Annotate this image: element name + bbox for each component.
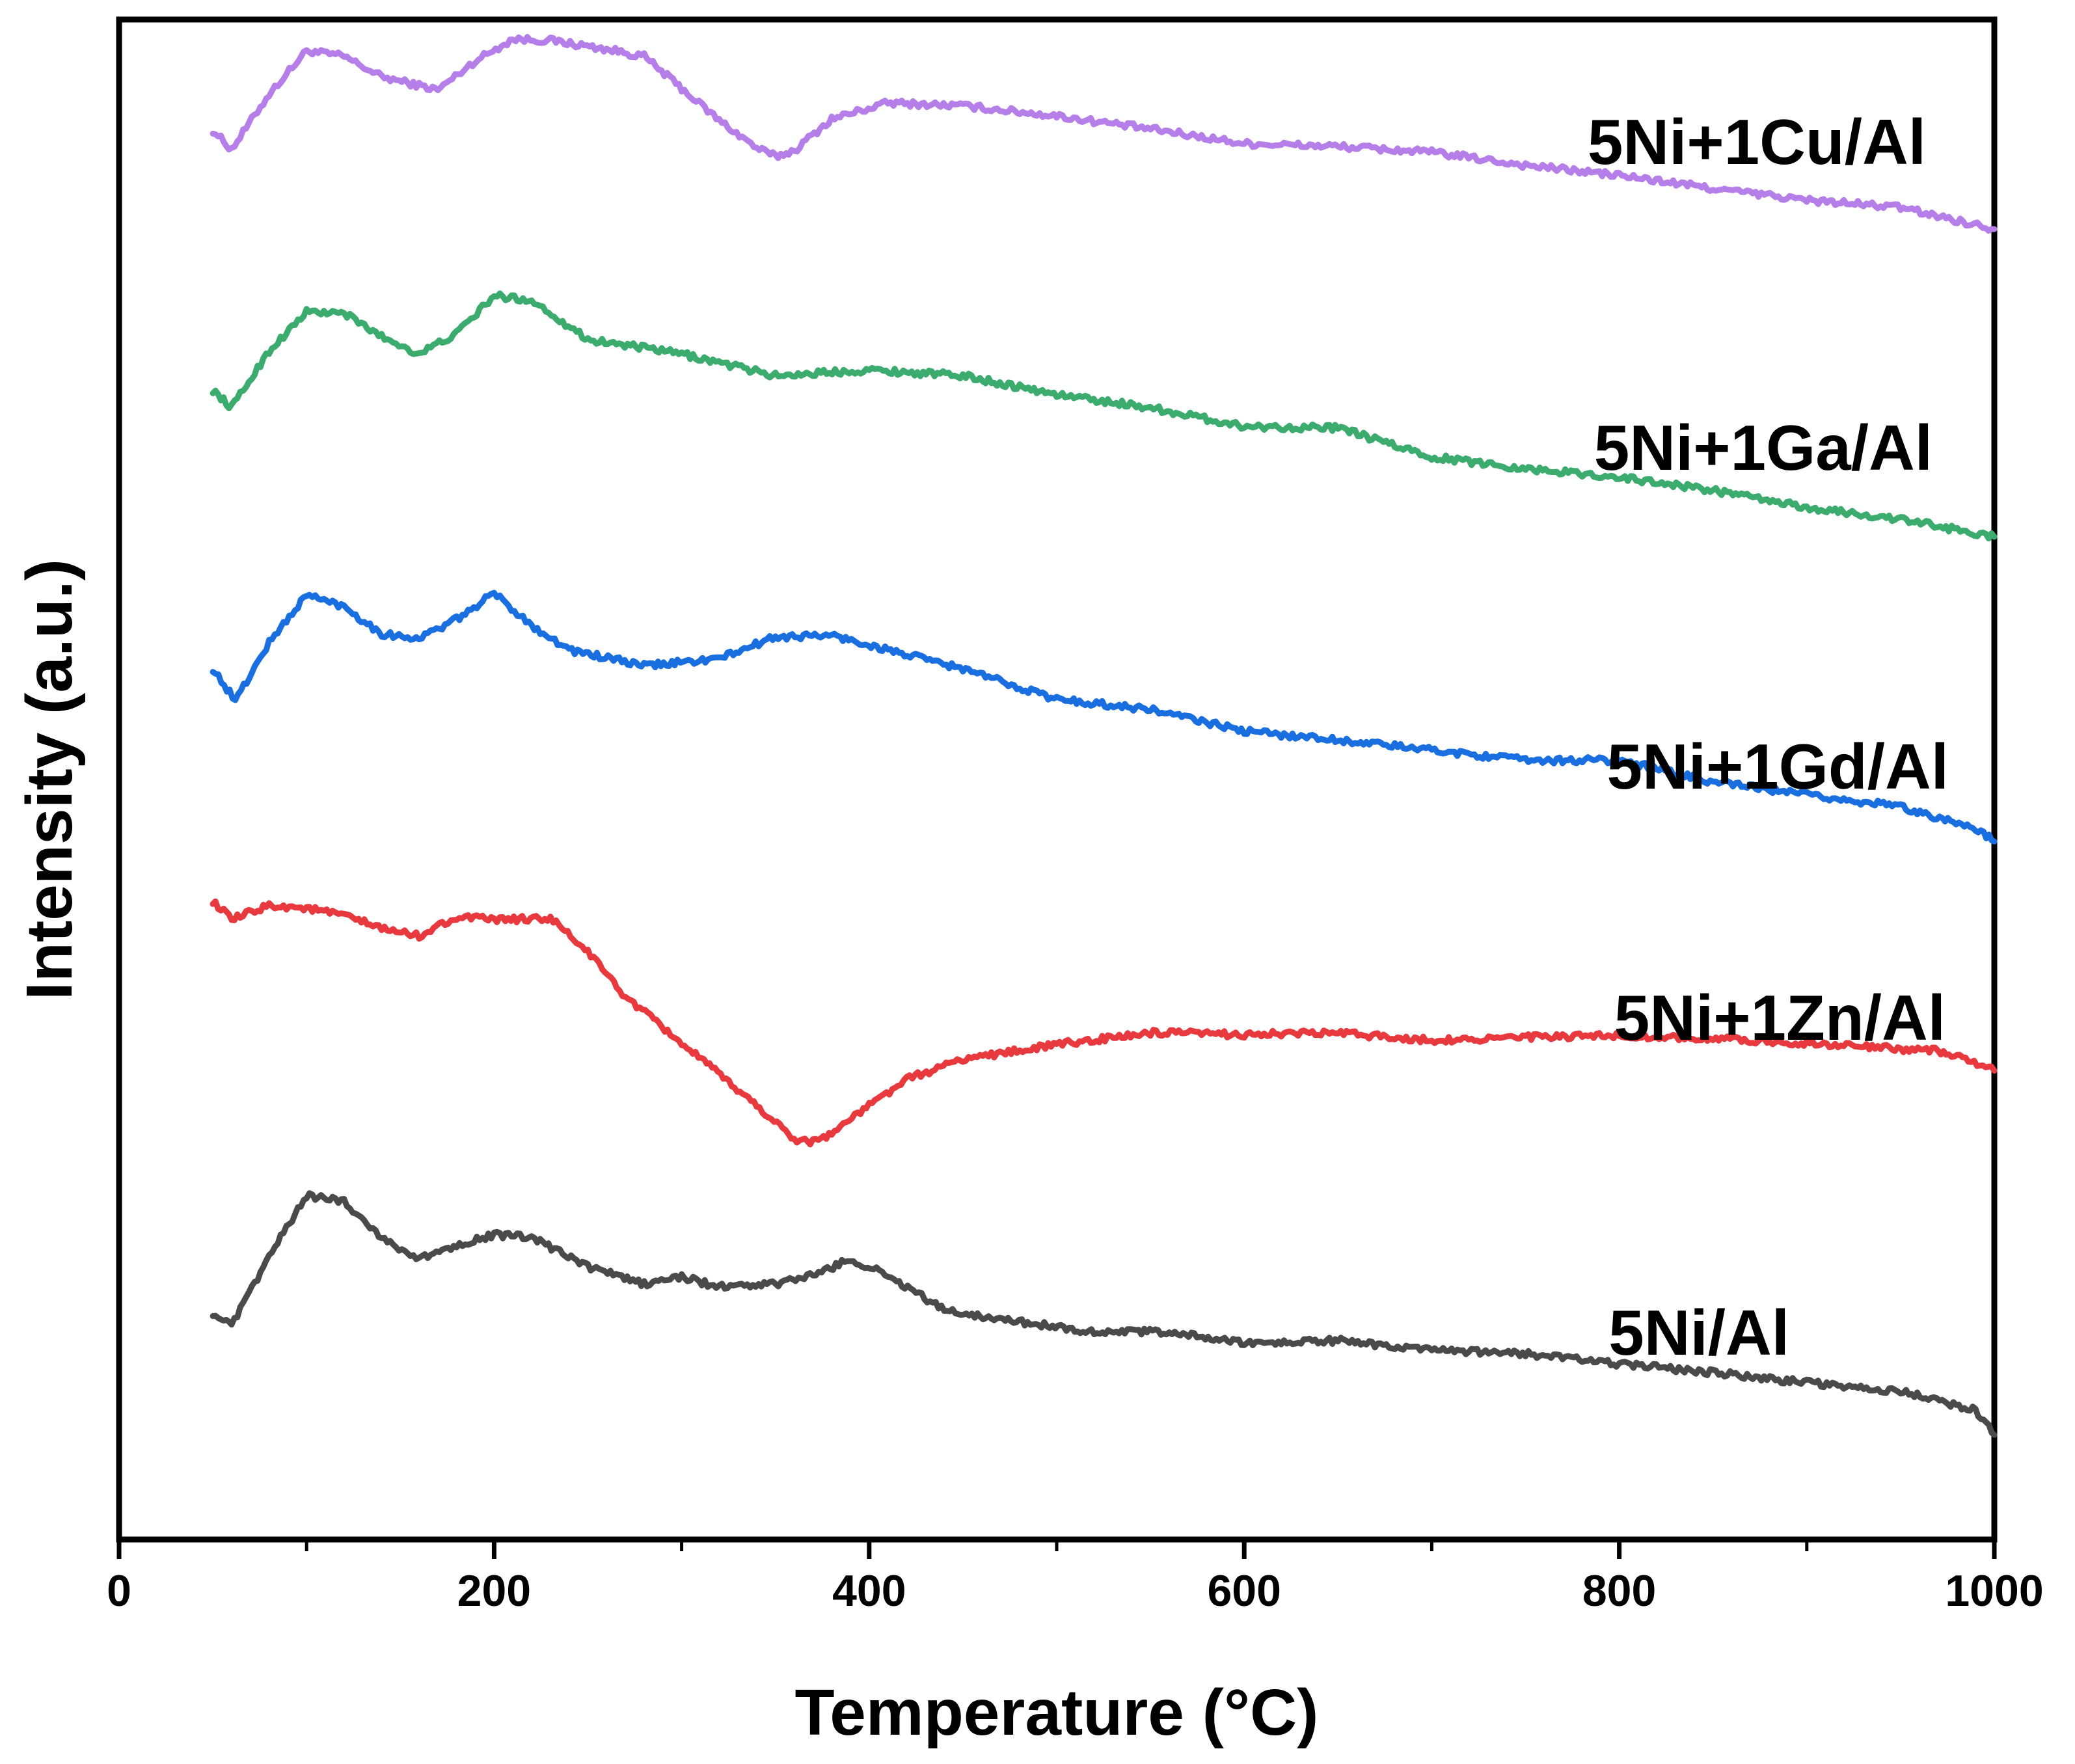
series-label: 5Ni+1Gd/Al [1607, 731, 1949, 802]
x-axis-ticks [116, 1540, 1997, 1559]
series-label: 5Ni+1Zn/Al [1614, 982, 1946, 1053]
series-line [210, 290, 1998, 542]
x-tick-label: 600 [1207, 1566, 1281, 1616]
series-label: 5Ni/Al [1608, 1297, 1789, 1368]
x-tick-label: 0 [107, 1566, 131, 1616]
x-axis-tick-labels: 0 200 400 600 800 1000 [107, 1566, 2044, 1616]
series-label: 5Ni+1Cu/Al [1588, 106, 1926, 178]
series-label: 5Ni+1Ga/Al [1594, 412, 1933, 483]
series-lines [210, 34, 1998, 1438]
series-line [210, 898, 1998, 1148]
x-tick-label: 800 [1582, 1566, 1656, 1616]
x-tick-label: 400 [832, 1566, 906, 1616]
series-labels: 5Ni+1Cu/Al 5Ni+1Ga/Al 5Ni+1Gd/Al 5Ni+1Zn/Al… [1588, 106, 1949, 1368]
series-line [210, 590, 1998, 845]
series-line [210, 1190, 1998, 1438]
x-axis-title: Temperature (°C) [795, 1676, 1319, 1749]
y-axis-title: Intensity (a.u.) [13, 559, 86, 1000]
series-line [210, 34, 1998, 234]
x-tick-label: 200 [457, 1566, 531, 1616]
x-tick-label: 1000 [1945, 1566, 2043, 1616]
